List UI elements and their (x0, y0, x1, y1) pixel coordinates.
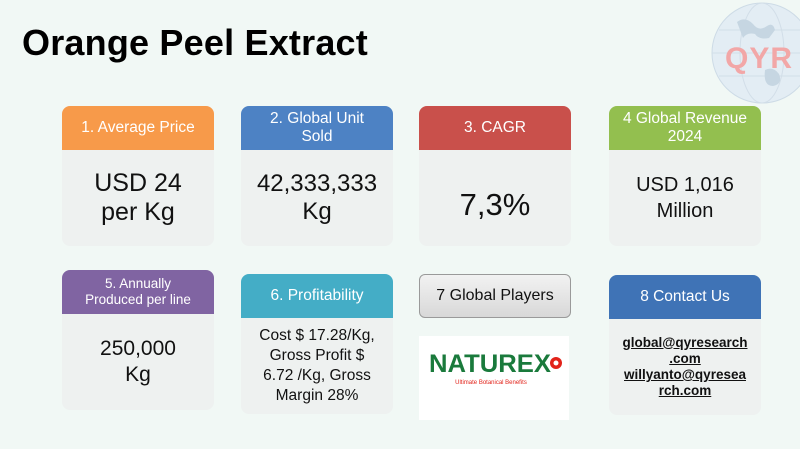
contact-header: 8 Contact Us (609, 275, 761, 319)
global-players-label: 7 Global Players (419, 274, 571, 318)
global-revenue-value: USD 1,016 Million (636, 174, 734, 222)
profitability-card: 6. Profitability Cost $ 17.28/Kg, Gross … (241, 274, 393, 414)
annually-produced-header: 5. Annually Produced per line (62, 270, 214, 314)
cagr-header: 3. CAGR (419, 106, 571, 150)
profitability-header: 6. Profitability (241, 274, 393, 318)
annually-produced-card: 5. Annually Produced per line 250,000 Kg (62, 270, 214, 410)
svg-text:NATUREX: NATUREX (429, 350, 551, 378)
average-price-header: 1. Average Price (62, 106, 214, 150)
average-price-value: USD 24 per Kg (94, 168, 182, 227)
contact-emails: global@qyresearch .com willyanto@qyresea… (609, 319, 761, 415)
global-unit-sold-value: 42,333,333 Kg (256, 169, 378, 225)
qyr-logo: QYR (707, 0, 800, 106)
annually-produced-value: 250,000 Kg (100, 336, 176, 386)
svg-text:Ultimate Botanical Benefits: Ultimate Botanical Benefits (455, 380, 527, 386)
contact-email-1[interactable]: global@qyresearch .com (622, 334, 748, 366)
page-title: Orange Peel Extract (22, 22, 368, 63)
profitability-value: Cost $ 17.28/Kg, Gross Profit $ 6.72 /Kg… (259, 326, 375, 405)
contact-email-2[interactable]: willyanto@qyresea rch.com (624, 367, 746, 399)
global-unit-sold-card: 2. Global Unit Sold 42,333,333 Kg (241, 106, 393, 246)
average-price-card: 1. Average Price USD 24 per Kg (62, 106, 214, 246)
cagr-value: 7,3% (459, 187, 531, 222)
global-revenue-card: 4 Global Revenue 2024 USD 1,016 Million (609, 106, 761, 246)
global-revenue-header: 4 Global Revenue 2024 (609, 106, 761, 150)
cagr-card: 3. CAGR 7,3% (419, 106, 571, 246)
global-unit-sold-header: 2. Global Unit Sold (241, 106, 393, 150)
naturex-logo: NATUREX Ultimate Botanical Benefits (419, 336, 569, 420)
contact-card: 8 Contact Us global@qyresearch .com will… (609, 275, 761, 415)
svg-text:QYR: QYR (725, 42, 793, 75)
